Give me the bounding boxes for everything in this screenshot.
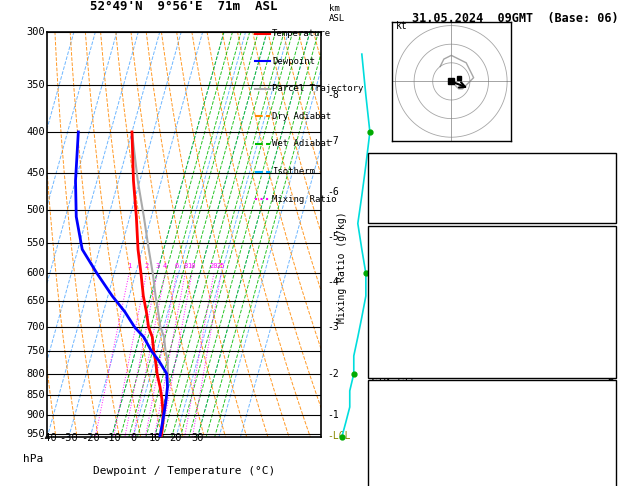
Text: 350: 350 [26, 80, 45, 90]
Text: kt: kt [396, 21, 407, 31]
Text: Dewpoint: Dewpoint [272, 57, 315, 66]
Text: -LCL: -LCL [327, 431, 351, 441]
Text: Totals Totals: Totals Totals [371, 190, 452, 200]
Text: -2: -2 [327, 369, 339, 379]
Text: 52°49'N  9°56'E  71m  ASL: 52°49'N 9°56'E 71m ASL [90, 0, 278, 13]
Text: 850: 850 [26, 390, 45, 400]
Text: 10: 10 [187, 263, 196, 269]
Text: 900: 900 [26, 410, 45, 420]
Text: Lifted Index: Lifted Index [371, 326, 446, 335]
Text: 20: 20 [209, 263, 218, 269]
Text: Mixing Ratio: Mixing Ratio [272, 195, 337, 204]
Text: 30: 30 [191, 434, 204, 444]
Text: 313: 313 [594, 434, 613, 443]
Text: θᴄ (K): θᴄ (K) [371, 434, 409, 443]
Text: 8: 8 [183, 263, 187, 269]
Text: 2.41: 2.41 [588, 213, 613, 224]
Text: 0: 0 [130, 434, 136, 444]
Text: 3: 3 [155, 263, 159, 269]
Text: Temperature: Temperature [272, 29, 331, 38]
Text: 311: 311 [594, 302, 613, 312]
Text: 12.9: 12.9 [588, 256, 613, 265]
Text: 650: 650 [26, 296, 45, 306]
Text: hPa: hPa [23, 453, 43, 464]
Text: Wet Adiabat: Wet Adiabat [272, 139, 331, 149]
Text: -7: -7 [327, 136, 339, 146]
Text: 2: 2 [607, 457, 613, 467]
Text: -3: -3 [327, 322, 339, 332]
Text: 500: 500 [26, 205, 45, 215]
Text: 31.05.2024  09GMT  (Base: 06): 31.05.2024 09GMT (Base: 06) [413, 12, 619, 25]
Text: Dry Adiabat: Dry Adiabat [272, 112, 331, 121]
Text: Surface: Surface [470, 232, 514, 243]
Text: Most Unstable: Most Unstable [452, 387, 533, 397]
Text: θᴄ(K): θᴄ(K) [371, 302, 403, 312]
Text: -8: -8 [327, 90, 339, 100]
Text: PW (cm): PW (cm) [371, 213, 415, 224]
Text: 800: 800 [26, 369, 45, 379]
Text: 950: 950 [26, 429, 45, 439]
Text: Isotherm: Isotherm [272, 167, 315, 176]
Text: Pressure (mb): Pressure (mb) [371, 410, 452, 420]
Text: -40: -40 [38, 434, 57, 444]
Text: Lifted Index: Lifted Index [371, 457, 446, 467]
Text: 28: 28 [601, 167, 613, 177]
Text: 20: 20 [170, 434, 182, 444]
Text: Parcel Trajectory: Parcel Trajectory [272, 84, 364, 93]
Text: Mixing Ratio (g/kg): Mixing Ratio (g/kg) [337, 211, 347, 323]
Text: 300: 300 [26, 27, 45, 36]
Text: 400: 400 [26, 127, 45, 137]
Text: -6: -6 [327, 187, 339, 197]
Text: 550: 550 [26, 238, 45, 248]
Text: CAPE (J): CAPE (J) [371, 480, 421, 486]
Text: 9: 9 [607, 349, 613, 359]
Text: 2: 2 [607, 372, 613, 382]
Text: -20: -20 [81, 434, 99, 444]
Text: km
ASL: km ASL [329, 4, 345, 23]
Text: 700: 700 [594, 410, 613, 420]
Text: 10: 10 [148, 434, 161, 444]
Text: 2: 2 [144, 263, 148, 269]
Text: CAPE (J): CAPE (J) [371, 349, 421, 359]
Text: -30: -30 [59, 434, 78, 444]
Text: Dewpoint / Temperature (°C): Dewpoint / Temperature (°C) [93, 466, 275, 476]
Text: 6: 6 [174, 263, 179, 269]
Text: -1: -1 [327, 410, 339, 420]
Text: 1: 1 [127, 263, 131, 269]
Text: 450: 450 [26, 168, 45, 178]
Text: 25: 25 [217, 263, 225, 269]
Text: 12.5: 12.5 [588, 279, 613, 289]
Text: © weatheronline.co.uk: © weatheronline.co.uk [435, 471, 559, 481]
Text: CIN (J): CIN (J) [371, 372, 415, 382]
Text: -5: -5 [327, 232, 339, 242]
Text: 0: 0 [607, 480, 613, 486]
Text: Temp (°C): Temp (°C) [371, 256, 427, 265]
Text: 4: 4 [163, 263, 167, 269]
Text: 4: 4 [607, 326, 613, 335]
Text: 46: 46 [601, 190, 613, 200]
Text: 750: 750 [26, 346, 45, 356]
Text: 600: 600 [26, 268, 45, 278]
Text: -10: -10 [102, 434, 121, 444]
Text: Dewp (°C): Dewp (°C) [371, 279, 427, 289]
Text: K: K [371, 167, 377, 177]
Text: -4: -4 [327, 277, 339, 287]
Text: 700: 700 [26, 322, 45, 332]
